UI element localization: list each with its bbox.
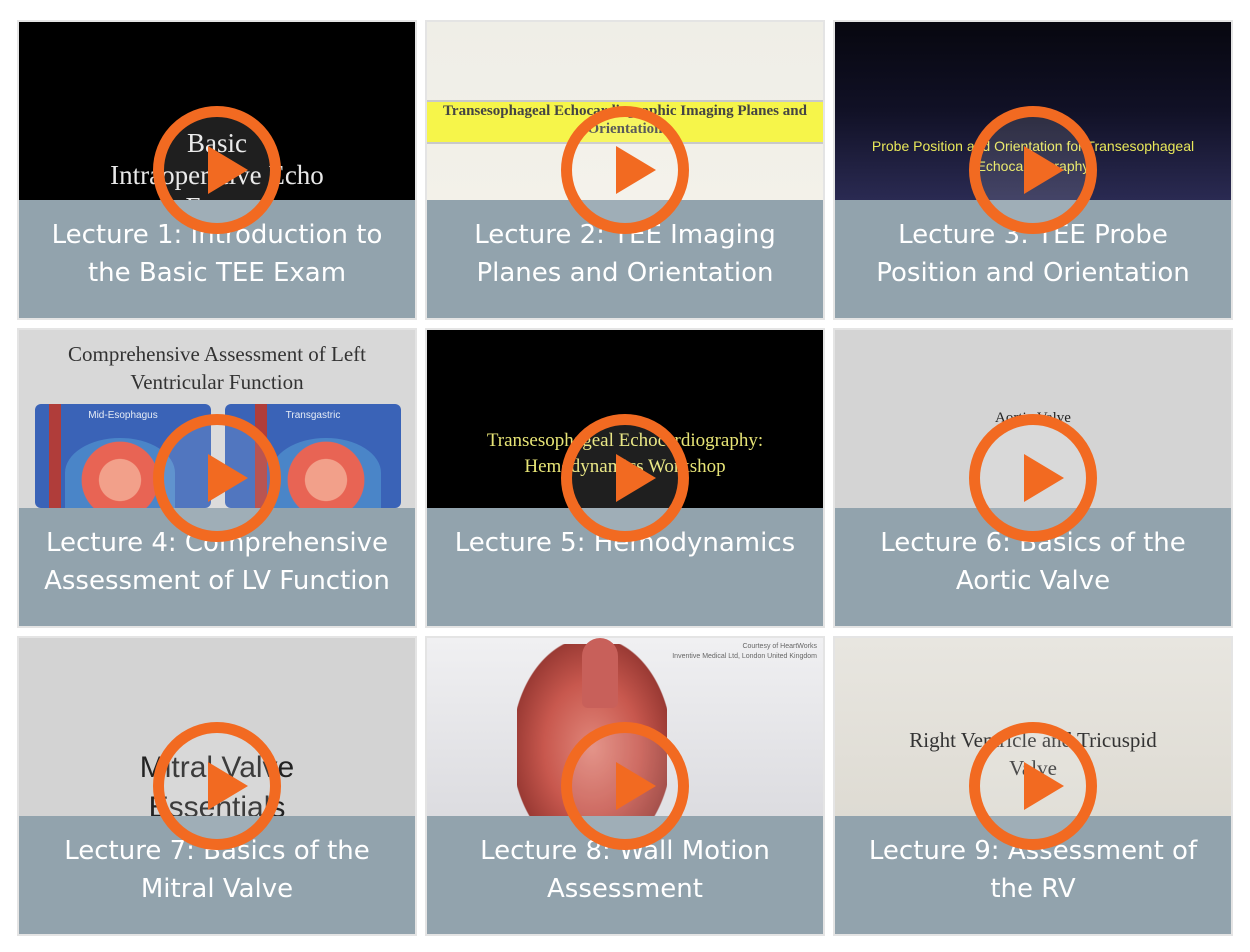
play-button-icon[interactable] — [561, 414, 689, 542]
aorta-graphic — [582, 638, 618, 708]
play-button-icon[interactable] — [153, 722, 281, 850]
heart-graphic — [271, 438, 381, 508]
thumbnail-credit: Courtesy of HeartWorks Inventive Medical… — [672, 643, 817, 660]
lecture-card-5[interactable]: Transesophageal Echocardiography: Hemody… — [425, 328, 825, 628]
play-button-icon[interactable] — [561, 106, 689, 234]
play-button-icon[interactable] — [153, 414, 281, 542]
lecture-title[interactable]: Lecture 8: Wall Motion Assessment — [427, 816, 823, 934]
lecture-card-7[interactable]: Mitral Valve Essentials Lecture 7: Basic… — [17, 636, 417, 936]
lecture-card-4[interactable]: Comprehensive Assessment of Left Ventric… — [17, 328, 417, 628]
panel-label: Transgastric — [285, 410, 341, 421]
lecture-card-2[interactable]: Transesophageal Echocardiographic Imagin… — [425, 20, 825, 320]
lecture-card-9[interactable]: Right Ventricle and Tricuspid Valve Lect… — [833, 636, 1233, 936]
lecture-card-3[interactable]: Probe Position and Orientation for Trans… — [833, 20, 1233, 320]
lecture-card-8[interactable]: Courtesy of HeartWorks Inventive Medical… — [425, 636, 825, 936]
thumbnail-title: Comprehensive Assessment of Left Ventric… — [67, 342, 367, 394]
play-button-icon[interactable] — [969, 414, 1097, 542]
vessel-graphic — [49, 404, 61, 508]
play-button-icon[interactable] — [561, 722, 689, 850]
lecture-title[interactable]: Lecture 7: Basics of the Mitral Valve — [19, 816, 415, 934]
lecture-title[interactable]: Lecture 5: Hemodynamics — [427, 508, 823, 626]
lecture-card-1[interactable]: Basic Intraoperative Echo Exam Lecture 1… — [17, 20, 417, 320]
lecture-card-6[interactable]: Aortic Valve Lecture 6: Basics of the Ao… — [833, 328, 1233, 628]
panel-label: Mid-Esophagus — [88, 410, 158, 421]
play-button-icon[interactable] — [969, 106, 1097, 234]
play-button-icon[interactable] — [969, 722, 1097, 850]
play-button-icon[interactable] — [153, 106, 281, 234]
